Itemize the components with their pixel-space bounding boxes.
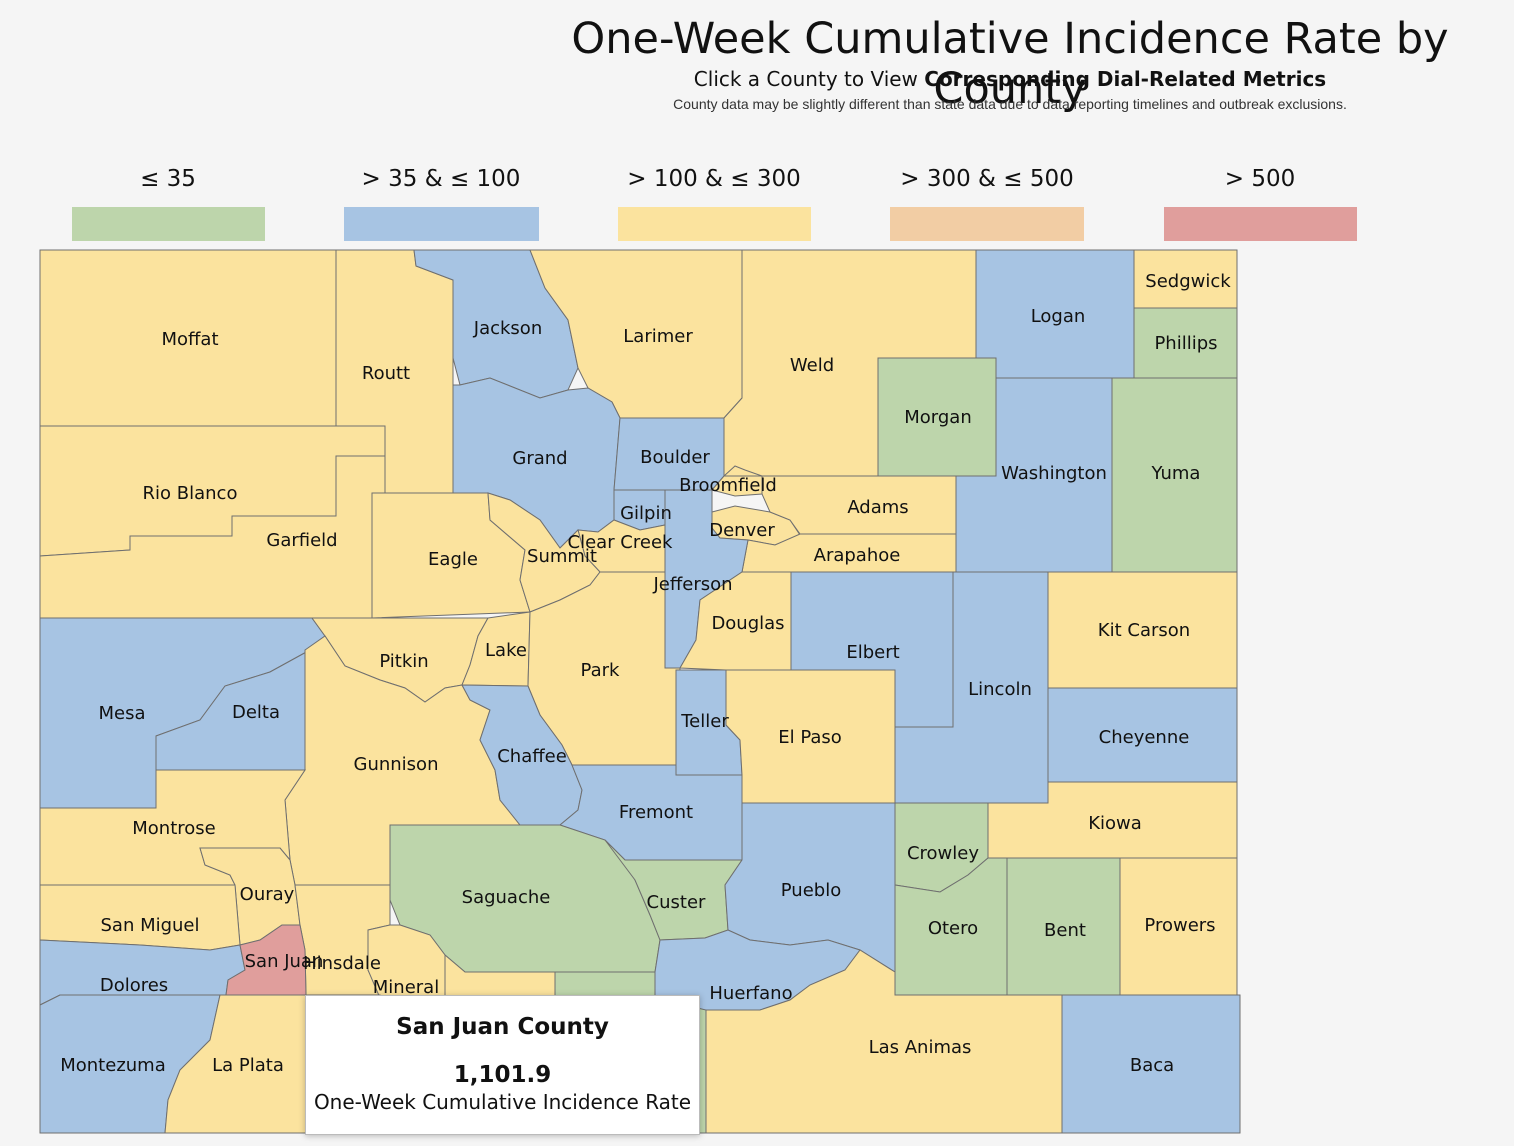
county-label-mineral: Mineral [373,977,439,998]
county-label-la-plata: La Plata [212,1055,284,1076]
county-label-cheyenne: Cheyenne [1099,727,1190,748]
legend-swatch-3 [618,207,811,241]
tooltip-value: 1,101.9 [453,1062,552,1088]
county-label-pueblo: Pueblo [781,880,841,901]
legend-label-4: > 300 & ≤ 500 [900,166,1074,192]
data-note: County data may be slightly different th… [673,96,1347,112]
county-label-douglas: Douglas [711,613,784,634]
county-label-arapahoe: Arapahoe [814,545,901,566]
county-label-pitkin: Pitkin [379,651,428,672]
county-label-broomfield: Broomfield [679,475,777,496]
county-label-lincoln: Lincoln [968,679,1032,700]
county-label-lake: Lake [485,640,527,661]
county-label-summit: Summit [527,546,597,567]
subtitle-plain: Click a County to View [693,67,925,91]
county-label-custer: Custer [647,892,706,913]
county-label-washington: Washington [1001,463,1107,484]
county-label-park: Park [581,660,620,681]
county-label-saguache: Saguache [462,887,551,908]
county-label-chaffee: Chaffee [497,746,567,767]
county-label-clear-creek: Clear Creek [568,532,674,553]
tooltip-county-name: San Juan County [396,1014,609,1040]
county-label-crowley: Crowley [907,843,979,864]
county-label-san-miguel: San Miguel [100,915,199,936]
county-san-juan[interactable] [225,924,307,996]
county-label-moffat: Moffat [161,329,218,350]
county-label-grand: Grand [512,448,567,469]
county-label-adams: Adams [847,497,908,518]
county-label-gunnison: Gunnison [354,754,439,775]
legend-label-3: > 100 & ≤ 300 [627,166,801,192]
county-label-jackson: Jackson [473,318,542,339]
legend-swatch-2 [344,207,539,241]
county-label-elbert: Elbert [846,642,899,663]
county-label-baca: Baca [1130,1055,1174,1076]
legend-swatch-4 [890,207,1084,241]
county-label-hinsdale: Hinsdale [303,953,381,974]
county-label-boulder: Boulder [640,447,710,468]
county-adams[interactable] [724,475,957,535]
legend-label-2: > 35 & ≤ 100 [361,166,521,192]
county-label-rio-blanco: Rio Blanco [143,483,238,504]
legend-swatch-5 [1164,207,1357,241]
county-label-morgan: Morgan [904,407,972,428]
county-label-routt: Routt [362,363,410,384]
county-label-denver: Denver [709,520,775,541]
county-label-montrose: Montrose [132,818,215,839]
county-label-larimer: Larimer [623,326,693,347]
county-label-jefferson: Jefferson [652,574,732,595]
tooltip-metric: One-Week Cumulative Incidence Rate [313,1090,692,1114]
county-label-gilpin: Gilpin [620,503,672,524]
county-label-eagle: Eagle [428,549,478,570]
county-label-yuma: Yuma [1151,463,1201,484]
county-label-delta: Delta [232,702,280,723]
county-label-el-paso: El Paso [778,727,842,748]
subtitle-bold: Corresponding Dial-Related Metrics [924,67,1327,91]
county-label-montezuma: Montezuma [60,1055,166,1076]
county-label-prowers: Prowers [1144,915,1215,936]
page-title: One-Week Cumulative Incidence Rate by Co… [571,14,1449,114]
county-label-kit-carson: Kit Carson [1098,620,1190,641]
county-label-huerfano: Huerfano [709,983,792,1004]
county-label-sedgwick: Sedgwick [1145,271,1231,292]
county-label-logan: Logan [1031,306,1086,327]
county-label-weld: Weld [790,355,834,376]
county-label-phillips: Phillips [1154,333,1217,354]
legend-label-5: > 500 [1224,166,1296,192]
county-label-teller: Teller [680,711,729,732]
legend-label-1: ≤ 35 [140,166,196,192]
county-baca[interactable] [1061,994,1241,1134]
county-label-mesa: Mesa [98,703,145,724]
county-label-bent: Bent [1044,920,1086,941]
county-tooltip: San Juan County 1,101.9 One-Week Cumulat… [305,995,700,1135]
county-label-fremont: Fremont [619,802,693,823]
county-label-kiowa: Kiowa [1088,813,1142,834]
county-label-san-juan: San Juan [245,951,324,972]
page-subtitle: Click a County to View Corresponding Dia… [520,67,1500,91]
legend-swatch-1 [72,207,265,241]
county-label-otero: Otero [928,918,978,939]
county-label-dolores: Dolores [100,975,168,996]
county-label-garfield: Garfield [266,530,337,551]
county-label-las-animas: Las Animas [869,1037,972,1058]
county-label-ouray: Ouray [240,884,295,905]
